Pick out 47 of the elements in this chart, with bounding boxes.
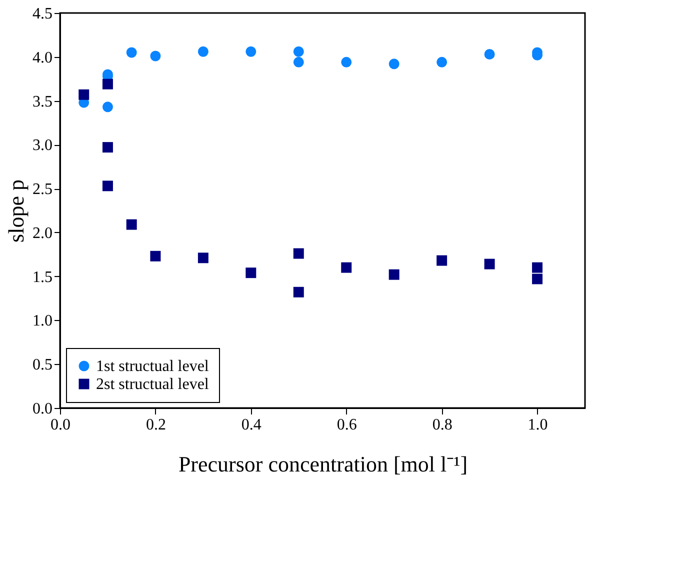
point [388,269,400,280]
point [532,262,543,273]
point [293,46,304,57]
point [102,180,113,192]
x-tick-label: 0.0 [50,416,70,434]
x-axis-title: Precursor concentration [mol l⁻¹] [178,452,468,476]
y-tick-label: 2.0 [32,224,52,242]
point [102,102,113,112]
y-axis-title: slope p [4,180,28,242]
point [78,89,90,100]
legend-label: 2st structual level [96,376,210,393]
x-tick-label: 0.6 [336,416,357,434]
point [102,142,113,153]
y-tick-label: 4.5 [32,6,52,22]
x-tick-label: 0.2 [146,416,166,434]
x-tick-label: 0.8 [432,416,452,434]
x-tick-label: 0.4 [241,416,262,434]
point [341,56,352,68]
point [126,47,137,58]
point [126,219,137,230]
point [341,262,352,273]
point [436,56,448,68]
point [246,46,256,57]
y-tick-label: 1.5 [32,268,52,286]
point [246,268,256,278]
y-tick-label: 0.0 [32,400,52,418]
y-tick-label: 0.5 [32,356,52,374]
point [532,274,543,284]
point [436,255,448,266]
point [198,46,208,57]
point [102,78,113,90]
point [484,49,495,60]
point [293,56,304,68]
point [150,250,161,262]
point [150,50,161,62]
legend-label: 1st structual level [96,358,210,375]
x-tick-label: 1.0 [528,416,548,434]
point [198,252,208,264]
y-tick-label: 4.0 [32,49,52,66]
point [388,58,400,70]
y-tick-label: 1.0 [32,312,52,330]
point [484,258,495,270]
y-tick-label: 3.0 [32,137,52,154]
y-tick-label: 3.5 [32,93,52,110]
point [293,248,304,259]
y-tick-label: 2.5 [32,181,52,198]
point [293,286,304,298]
